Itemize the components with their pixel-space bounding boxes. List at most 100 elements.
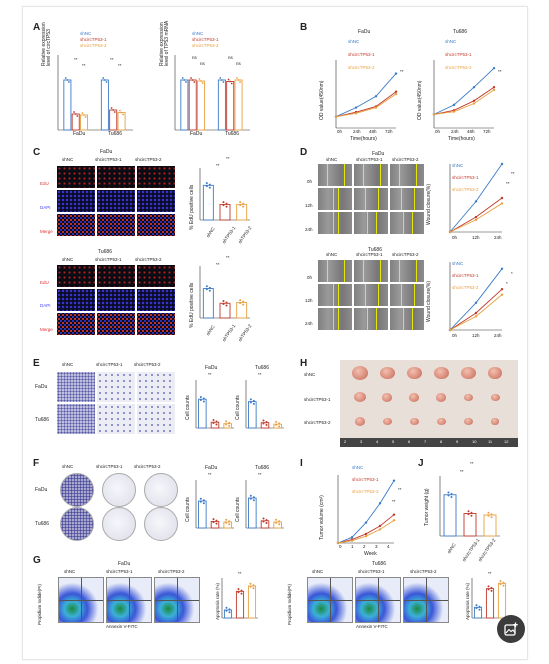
svg-J-dot-1-3 <box>470 514 473 517</box>
a-left-xtick-1: FaDu <box>73 131 86 137</box>
svg-D2-line-0 <box>449 268 503 331</box>
svg-J-dot-2-0 <box>487 511 490 514</box>
svg-C1-dot-2-3 <box>242 205 245 208</box>
svg-I-point-0-4 <box>392 479 396 482</box>
d-title-2: Tu686 <box>368 247 382 253</box>
h-row-2: shcircTP53-1 <box>304 397 331 402</box>
svg-A2-dot-1-0-2 <box>222 81 225 83</box>
svg-B1-line-1 <box>335 91 397 118</box>
d2-xtick-3: 24h <box>494 333 502 338</box>
g-xlabel-1: Annexin V-FITC <box>106 624 138 629</box>
svg-E1-bar-0 <box>198 398 207 429</box>
h-ruler-tick-7: 7 <box>424 439 427 444</box>
h-tumor-2-1 <box>382 417 392 426</box>
a-left-legend-3: shcircTP53-2 <box>80 43 107 48</box>
svg-E1-dot-2-2 <box>225 423 228 426</box>
d-col-3: shcircTP53-2 <box>392 157 419 162</box>
svg-F2-dot-0-2 <box>249 497 252 500</box>
d-col-5: shcircTP53-1 <box>356 252 383 257</box>
svg-B1-point-0-3 <box>394 72 398 75</box>
svg-I-point-2-2 <box>364 535 368 538</box>
c-row-edu-1: EdU <box>40 181 49 186</box>
b1-xlabel: Time(hours) <box>350 136 377 142</box>
panel-label-a: A <box>33 22 41 33</box>
svg-C2-dot-0-0 <box>205 285 208 288</box>
svg-A2-dot-1-1-1 <box>229 80 232 83</box>
svg-E1-dot-2-3 <box>228 424 231 427</box>
d1-sig-2: ** <box>506 181 510 186</box>
svg-I-point-0-2 <box>364 521 368 524</box>
c-row-merge-2: Merge <box>40 327 53 332</box>
svg-C1-dot-1-1 <box>225 202 228 205</box>
b1-sig: ** <box>400 69 404 74</box>
svg-F2-dot-1-2 <box>262 520 265 523</box>
d-title-1: FaDu <box>372 151 385 157</box>
j-ylabel: Tumor weight (g) <box>424 488 430 526</box>
svg-G2-dot-2-2 <box>499 583 502 586</box>
panel-label-e: E <box>33 358 40 369</box>
h-tumor-0-2 <box>406 366 422 380</box>
e-image-0-0 <box>57 372 95 402</box>
h-ruler-tick-9: 9 <box>456 439 459 444</box>
d1-ylabel: Wound closure(%) <box>426 183 432 225</box>
f-row-2: Tu686 <box>35 521 49 527</box>
h-ruler-tick-5: 5 <box>392 439 395 444</box>
svg-F2-dot-2-1 <box>278 520 281 523</box>
svg-B2-line-2 <box>433 89 495 115</box>
svg-E1-dot-0-0 <box>199 395 202 398</box>
c-row-edu-2: EdU <box>40 280 49 285</box>
c-image-0-1-1 <box>97 190 135 212</box>
g-title-2: Tu686 <box>372 561 386 567</box>
h-ruler <box>340 438 518 447</box>
svg-F1-dot-0-0 <box>199 497 202 500</box>
b2-legend-1: shNC <box>445 39 457 44</box>
svg-F1-dot-2-2 <box>225 521 228 524</box>
a-right-sig-2: ns <box>200 61 205 66</box>
i-xtick-1: 0 <box>339 544 342 549</box>
svg-C2-bar-1 <box>219 302 231 319</box>
h-row-1: shNC <box>304 372 316 377</box>
svg-C1-dot-2-0 <box>239 201 242 204</box>
svg-F2-bar-2 <box>273 521 282 529</box>
svg-E2-dot-1-2 <box>262 422 265 425</box>
i-ylabel: Tumor volume (cm³) <box>319 495 325 540</box>
f-col-1: shNC <box>62 464 74 469</box>
svg-A2-dot-0-0-1 <box>183 79 186 81</box>
svg-G2-dot-1-3 <box>490 589 493 592</box>
c-image-1-0-1 <box>97 265 135 287</box>
svg-E2-bar-0 <box>248 401 257 429</box>
c-col-4: shNC <box>62 257 74 262</box>
svg-D2-point-0-2 <box>500 267 504 270</box>
f-colony-dish-0-2 <box>144 473 178 507</box>
c-image-1-1-0 <box>57 289 95 311</box>
chart-c-tu686 <box>199 266 250 319</box>
d-wound-edge <box>365 188 379 210</box>
svg-G1-dot-2-1 <box>252 584 255 587</box>
e-image-1-2 <box>137 404 175 434</box>
d1-legend-2: shcircTP53-1 <box>452 175 479 180</box>
svg-B1-point-2-1 <box>354 112 358 115</box>
chart-g-tu686 <box>471 578 508 619</box>
svg-G1-dot-1-2 <box>237 591 240 594</box>
svg-J-dot-2-3 <box>490 516 493 519</box>
svg-A2-dot-1-2-0 <box>236 77 238 79</box>
svg-A2-dot-0-1-2 <box>193 81 196 83</box>
svg-A2-bar-1-2 <box>234 79 243 131</box>
c-title-1: FaDu <box>100 149 113 155</box>
a-right-ylabel: Relative expression level of TP53 mRNA <box>159 20 170 66</box>
svg-B2-point-2-2 <box>472 102 476 105</box>
add-image-button[interactable] <box>497 615 525 643</box>
f-colony-dish-1-2 <box>144 507 178 541</box>
f-sig-1: ** <box>208 472 212 477</box>
d-image-0-0-2 <box>390 164 424 186</box>
b2-legend-3: shcircTP53-2 <box>445 65 472 70</box>
d-image-1-2-2 <box>390 308 424 330</box>
svg-A1-dot-0-2-1 <box>83 114 85 116</box>
d-wound-edge <box>363 164 381 186</box>
svg-I-line-1 <box>337 514 395 544</box>
svg-E1-dot-1-1 <box>215 420 218 423</box>
svg-J-dot-0-0 <box>447 491 450 494</box>
d1-xtick-2: 12h <box>472 235 480 240</box>
svg-G1-bar-2 <box>247 585 257 619</box>
c-image-1-1-2 <box>137 289 175 311</box>
